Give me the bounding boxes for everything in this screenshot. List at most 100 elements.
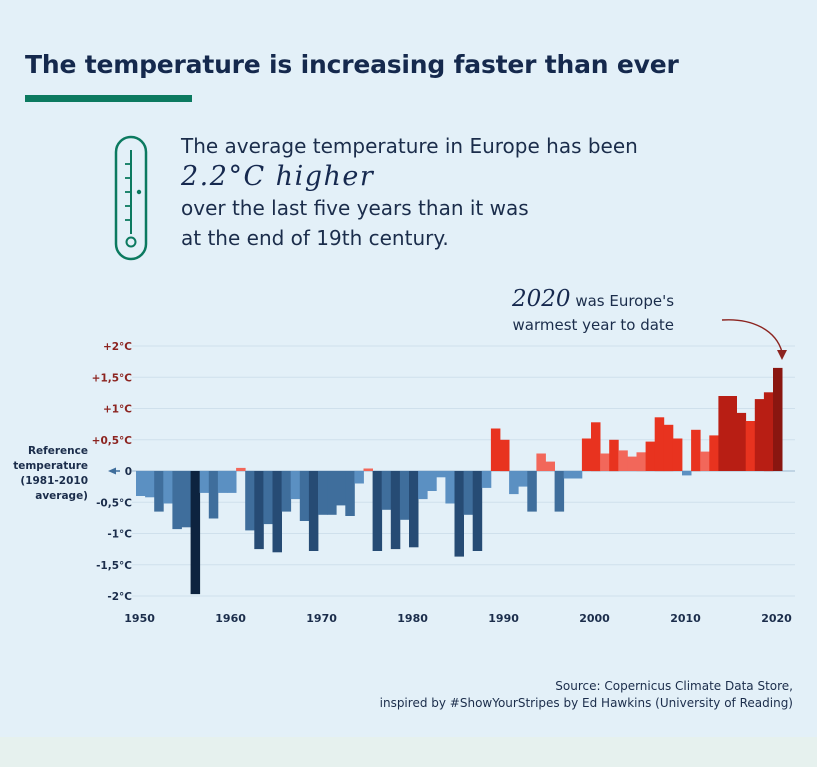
bar-1957	[199, 471, 210, 493]
bar-2006	[645, 441, 656, 471]
bar-1956	[190, 471, 201, 595]
summary-line-1: The average temperature in Europe has be…	[181, 134, 638, 158]
bar-1952	[154, 471, 164, 512]
bars	[136, 367, 783, 595]
bar-1959	[217, 471, 228, 493]
bar-1998	[572, 471, 583, 479]
summary-line-4: at the end of 19th century.	[181, 226, 449, 250]
bar-1963	[254, 471, 264, 550]
bar-1984	[445, 471, 455, 504]
bar-2019	[763, 392, 774, 472]
x-tick-label: 1970	[306, 612, 337, 625]
bar-2001	[600, 453, 610, 471]
bar-1960	[227, 471, 237, 493]
x-tick-label: 2020	[761, 612, 792, 625]
y-tick-label: -1,5°C	[96, 560, 132, 572]
bar-2012	[700, 451, 710, 471]
callout-text-2: warmest year to date	[512, 316, 675, 334]
y-tick-label: +0,5°C	[92, 435, 133, 447]
thermometer-icon	[114, 135, 148, 261]
bar-1982	[427, 471, 437, 491]
bar-1981	[418, 471, 428, 500]
y-tick-label: +2°C	[103, 341, 132, 353]
x-tick-label: 1990	[488, 612, 519, 625]
x-tick-label: 1980	[397, 612, 428, 625]
y-tick-label: -2°C	[107, 591, 132, 603]
bar-1993	[527, 471, 537, 512]
source-line-1: Source: Copernicus Climate Data Store,	[555, 679, 793, 693]
bar-1988	[481, 471, 492, 488]
bar-2009	[672, 438, 683, 471]
callout-arrow-line	[721, 319, 783, 353]
bar-1990	[500, 439, 510, 472]
bar-1953	[163, 471, 173, 504]
bar-2002	[609, 439, 619, 472]
bar-1974	[354, 471, 364, 484]
bar-2010	[682, 471, 692, 476]
y-tick-label: 0	[125, 466, 132, 478]
callout-arrowhead-icon	[777, 350, 787, 360]
bar-2007	[654, 417, 665, 472]
x-axis-ticks: 1950 1960 1970 1980 1990 2000 2010 2020	[124, 612, 792, 625]
summary-highlight: 2.2°C higher	[181, 161, 375, 192]
x-tick-label: 1950	[124, 612, 155, 625]
callout-year: 2020	[512, 286, 571, 312]
bar-2020	[773, 367, 783, 471]
bar-2015	[727, 396, 737, 471]
bar-1961	[236, 467, 246, 471]
bar-1992	[518, 471, 528, 487]
bar-1986	[463, 471, 474, 515]
bar-1967	[290, 471, 301, 500]
bar-1976	[372, 471, 383, 551]
bar-2014	[718, 396, 728, 471]
bar-1978	[390, 471, 401, 550]
source-line-2: inspired by #ShowYourStripes by Ed Hawki…	[379, 696, 793, 710]
bar-1977	[381, 471, 392, 510]
bar-1955	[181, 471, 191, 528]
bar-1983	[436, 471, 446, 478]
bar-1950	[136, 471, 146, 496]
bar-2013	[709, 435, 719, 471]
bar-1999	[581, 438, 592, 471]
bar-1969	[308, 471, 319, 551]
bar-2003	[618, 450, 628, 471]
bar-1985	[454, 471, 464, 557]
bar-1973	[345, 471, 355, 516]
bar-1962	[245, 471, 255, 531]
bar-1964	[263, 471, 273, 525]
bar-1951	[145, 471, 155, 498]
source-note: Source: Copernicus Climate Data Store, i…	[380, 678, 793, 712]
bar-1979	[399, 471, 410, 520]
bar-2018	[754, 399, 765, 471]
bar-1996	[554, 471, 565, 512]
page-title: The temperature is increasing faster tha…	[25, 50, 679, 79]
bar-1954	[172, 471, 182, 530]
bar-1987	[472, 471, 483, 551]
summary-text: The average temperature in Europe has be…	[181, 131, 638, 253]
bar-2000	[591, 422, 601, 472]
bar-2005	[636, 452, 646, 472]
bar-1970	[318, 471, 328, 515]
bar-1989	[490, 428, 501, 471]
bar-1966	[281, 471, 292, 512]
bar-2016	[736, 412, 747, 471]
y-tick-label: +1,5°C	[92, 372, 133, 384]
bar-1965	[272, 471, 282, 553]
x-tick-label: 2000	[579, 612, 610, 625]
y-tick-label: -0,5°C	[96, 497, 132, 509]
reference-label: Reference temperature (1981-2010 average…	[13, 445, 88, 502]
bar-1971	[327, 471, 337, 515]
callout-text-1: was Europe's	[570, 292, 675, 310]
x-tick-label: 2010	[670, 612, 701, 625]
x-tick-label: 1960	[215, 612, 246, 625]
y-tick-label: +1°C	[103, 404, 132, 416]
summary-line-3: over the last five years than it was	[181, 196, 529, 220]
bar-2008	[663, 424, 674, 472]
bar-1972	[336, 471, 346, 506]
bar-2017	[745, 421, 756, 471]
footer-band	[0, 737, 817, 767]
bar-1995	[545, 461, 555, 471]
y-tick-label: -1°C	[107, 529, 132, 541]
annotations	[721, 319, 787, 360]
